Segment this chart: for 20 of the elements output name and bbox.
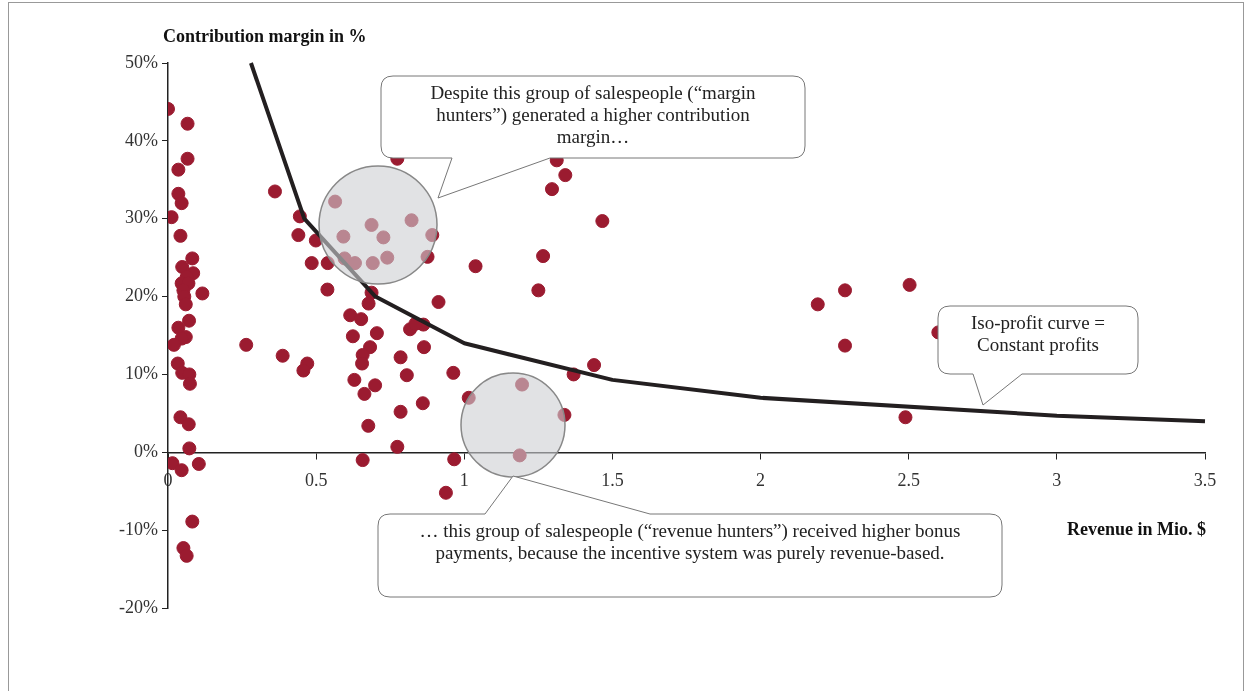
y-tick-label: 20%: [125, 285, 158, 306]
y-tick-label: 50%: [125, 51, 158, 72]
y-tick-label: 0%: [134, 441, 158, 462]
x-tick-label: 2.5: [897, 469, 920, 490]
x-tick-label: 1: [459, 469, 469, 490]
y-tick-label: 40%: [125, 129, 158, 150]
y-tick-label: 10%: [125, 363, 158, 384]
y-axis-title: Contribution margin in %: [163, 26, 367, 47]
x-tick-label: 1.5: [601, 469, 624, 490]
x-tick-label: 0.5: [304, 469, 328, 490]
y-tick-label: 30%: [125, 207, 158, 228]
x-tick-label: 3: [1052, 469, 1062, 490]
x-tick-label: 3.5: [1193, 469, 1217, 490]
y-tick-label: -10%: [119, 518, 158, 539]
x-axis-title: Revenue in Mio. $: [1067, 519, 1206, 540]
annotation: Iso-profit curve = Constant profits: [969, 312, 1107, 356]
x-tick-label: 2: [756, 469, 766, 490]
y-tick-label: -20%: [119, 596, 158, 617]
annotation: … this group of salespeople (“revenue hunters”) received higher bonus payments, because the incentive system was purely revenue-based.: [418, 520, 962, 564]
annotation: Despite this group of salespeople (“margin hunters”) generated a higher contribution margin…: [429, 82, 757, 148]
